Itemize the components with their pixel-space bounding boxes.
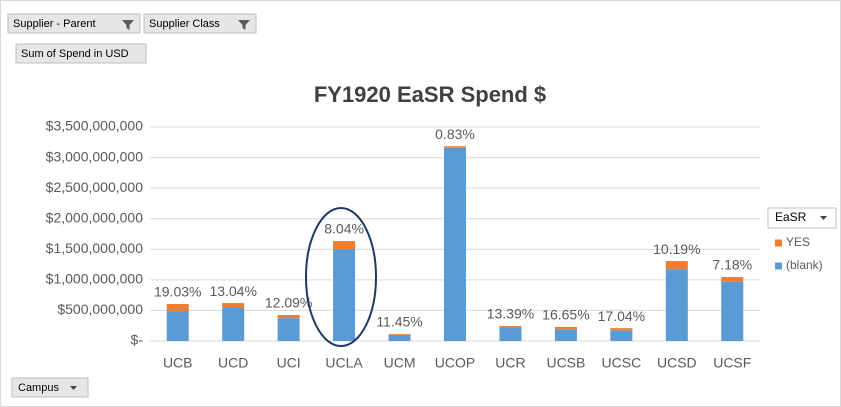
bar-segment: [388, 333, 411, 335]
bar-segment: [333, 249, 356, 341]
bar-segment: [499, 326, 522, 329]
data-annotation: 0.83%: [435, 126, 475, 142]
data-annotation: 13.04%: [209, 283, 256, 299]
x-tick-label: UCSD: [657, 355, 697, 371]
bar-segment: [665, 261, 688, 270]
bar-segment: [277, 315, 300, 319]
legend-swatch: [775, 262, 782, 270]
chart-title: FY1920 EaSR Spend $: [314, 82, 546, 107]
data-annotation: 8.04%: [324, 221, 364, 237]
data-annotation: 12.09%: [265, 295, 312, 311]
y-tick-label: $1,000,000,000: [46, 271, 144, 287]
bar-segment: [222, 303, 245, 309]
x-tick-label: UCD: [218, 355, 248, 371]
bar-segment: [665, 269, 688, 341]
x-tick-label: UCSF: [713, 355, 751, 371]
bar-segment: [721, 277, 744, 282]
field-button[interactable]: Campus: [11, 377, 89, 398]
data-annotation: 17.04%: [598, 308, 645, 324]
bar-segment: [277, 318, 300, 341]
bar-segment: [610, 330, 633, 341]
bar-segment: [166, 311, 189, 341]
field-button[interactable]: Sum of Spend in USD: [15, 43, 147, 64]
y-tick-label: $500,000,000: [57, 301, 143, 317]
filter-button[interactable]: Supplier - Parent: [7, 13, 141, 34]
data-annotation: 7.18%: [712, 257, 752, 273]
y-tick-label: $3,000,000,000: [46, 148, 144, 164]
x-tick-label: UCLA: [325, 355, 363, 371]
legend-label: (blank): [786, 258, 823, 272]
x-tick-label: UCSB: [546, 355, 585, 371]
y-tick-label: $2,000,000,000: [46, 209, 144, 225]
y-tick-label: $-: [131, 332, 144, 348]
y-tick-label: $1,500,000,000: [46, 240, 144, 256]
legend-swatch: [775, 239, 782, 247]
x-tick-label: UCB: [163, 355, 193, 371]
x-tick-label: UCSC: [602, 355, 642, 371]
bar-segment: [222, 308, 245, 341]
bar-segment: [554, 329, 577, 341]
bar-segment: [333, 241, 356, 250]
bar-segment: [610, 328, 633, 331]
x-tick-label: UCM: [384, 355, 416, 371]
y-tick-label: $2,500,000,000: [46, 179, 144, 195]
button-label: Supplier Class: [149, 18, 220, 30]
button-label: Supplier - Parent: [13, 18, 96, 30]
bar-segment: [166, 304, 189, 312]
bar-segment: [721, 281, 744, 341]
legend-field-button[interactable]: EaSR: [767, 207, 837, 229]
y-tick-label: $3,500,000,000: [46, 118, 144, 134]
bar-segment: [444, 147, 466, 341]
bar-segment: [554, 326, 577, 330]
data-annotation: 11.45%: [376, 314, 422, 330]
bar-segment: [444, 146, 466, 148]
button-label: Sum of Spend in USD: [21, 48, 129, 60]
x-tick-label: UCR: [495, 355, 525, 371]
data-annotation: 19.03%: [154, 284, 201, 300]
bar-segment: [499, 328, 522, 341]
legend-title: EaSR: [775, 210, 807, 224]
x-tick-label: UCI: [277, 355, 301, 371]
x-tick-label: UCOP: [435, 355, 475, 371]
button-label: Campus: [18, 382, 59, 394]
filter-button[interactable]: Supplier Class: [143, 13, 257, 34]
bar-segment: [388, 334, 411, 341]
highlight-ellipse: [305, 207, 377, 347]
data-annotation: 16.65%: [542, 307, 589, 323]
data-annotation: 10.19%: [653, 241, 700, 257]
legend-label: YES: [786, 235, 810, 249]
data-annotation: 13.39%: [487, 306, 534, 322]
